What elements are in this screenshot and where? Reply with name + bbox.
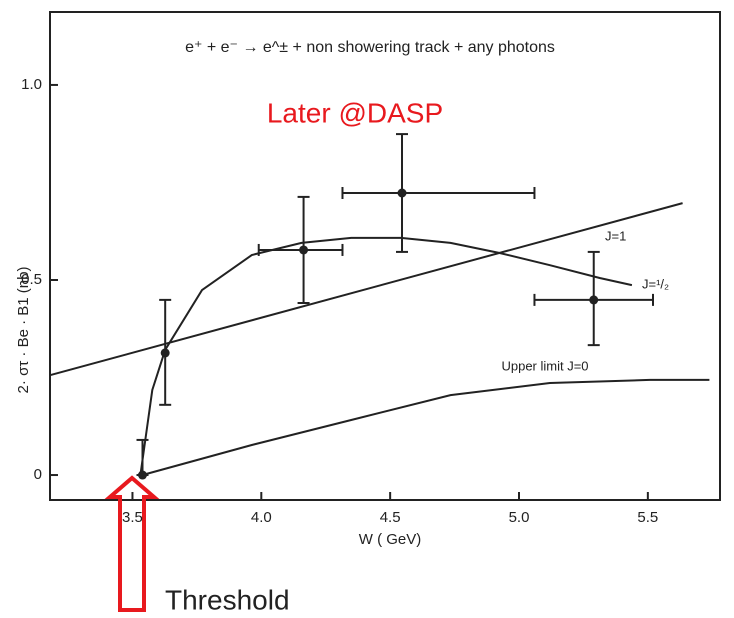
x-tick-label: 3.5: [122, 509, 143, 526]
x-tick-label: 5.5: [637, 509, 658, 526]
y-tick-label: 0.5: [21, 271, 42, 288]
y-axis-label: 2· στ · Be · B1 (nb): [15, 267, 32, 394]
y-tick-label: 1.0: [21, 76, 42, 93]
data-point: [397, 188, 407, 198]
data-point: [138, 470, 148, 480]
x-tick-label: 5.0: [509, 509, 530, 526]
curve: [49, 202, 683, 377]
x-axis-label: W ( GeV): [359, 531, 422, 548]
data-point: [160, 348, 170, 358]
y-tick-label: 0: [34, 466, 42, 483]
x-tick-label: 4.5: [380, 509, 401, 526]
x-tick-label: 4.0: [251, 509, 272, 526]
curve-label: J=¹/₂: [642, 276, 669, 291]
annotation: Later @DASP: [267, 97, 443, 128]
data-point: [299, 245, 309, 255]
chart-title: e⁺ + e⁻ → e^± + non showering track + an…: [185, 39, 555, 56]
curve-label: Upper limit J=0: [501, 358, 588, 373]
curve: [142, 378, 710, 476]
plot-frame: [49, 11, 721, 501]
curve: [139, 236, 633, 476]
annotation: Threshold: [165, 584, 290, 615]
threshold-arrow: [104, 475, 160, 612]
curve-label: J=1: [605, 228, 626, 243]
data-point: [589, 295, 599, 305]
